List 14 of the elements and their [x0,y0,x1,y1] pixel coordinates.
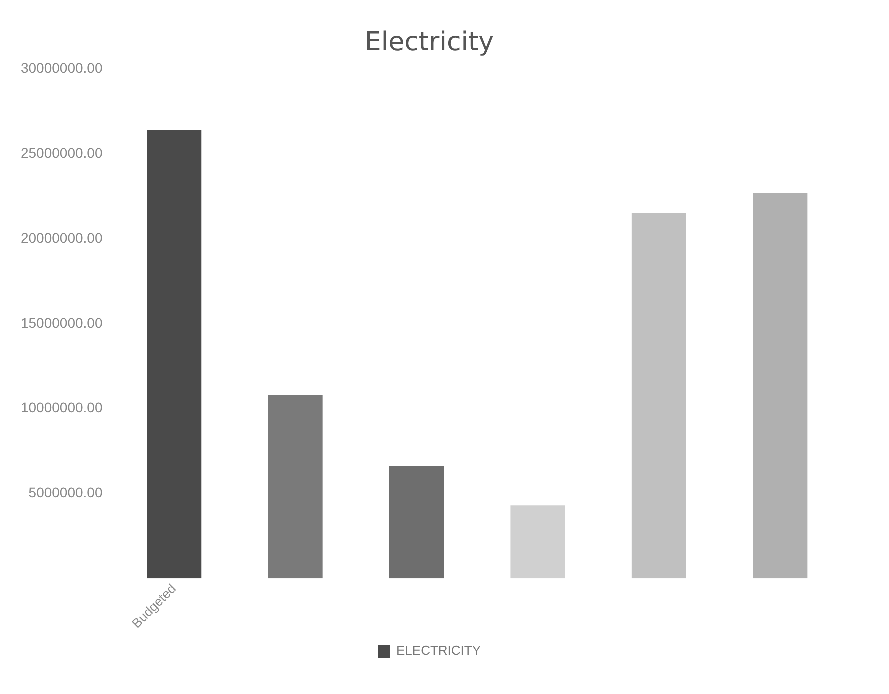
bar [147,130,202,579]
chart-title: Electricity [364,27,494,58]
y-tick-label: 25000000.00 [20,144,103,161]
y-tick-label: 30000000.00 [20,60,103,76]
y-tick-label: 20000000.00 [20,230,103,246]
legend-label: ELECTRICITY [396,643,482,658]
bar [753,193,808,579]
y-tick-label: 10000000.00 [20,400,103,416]
bar [268,395,323,579]
bar [390,466,444,579]
y-tick-label: 5000000.00 [28,484,103,501]
y-tick-label: 15000000.00 [20,314,103,331]
bar [632,214,686,579]
bar [510,506,566,579]
